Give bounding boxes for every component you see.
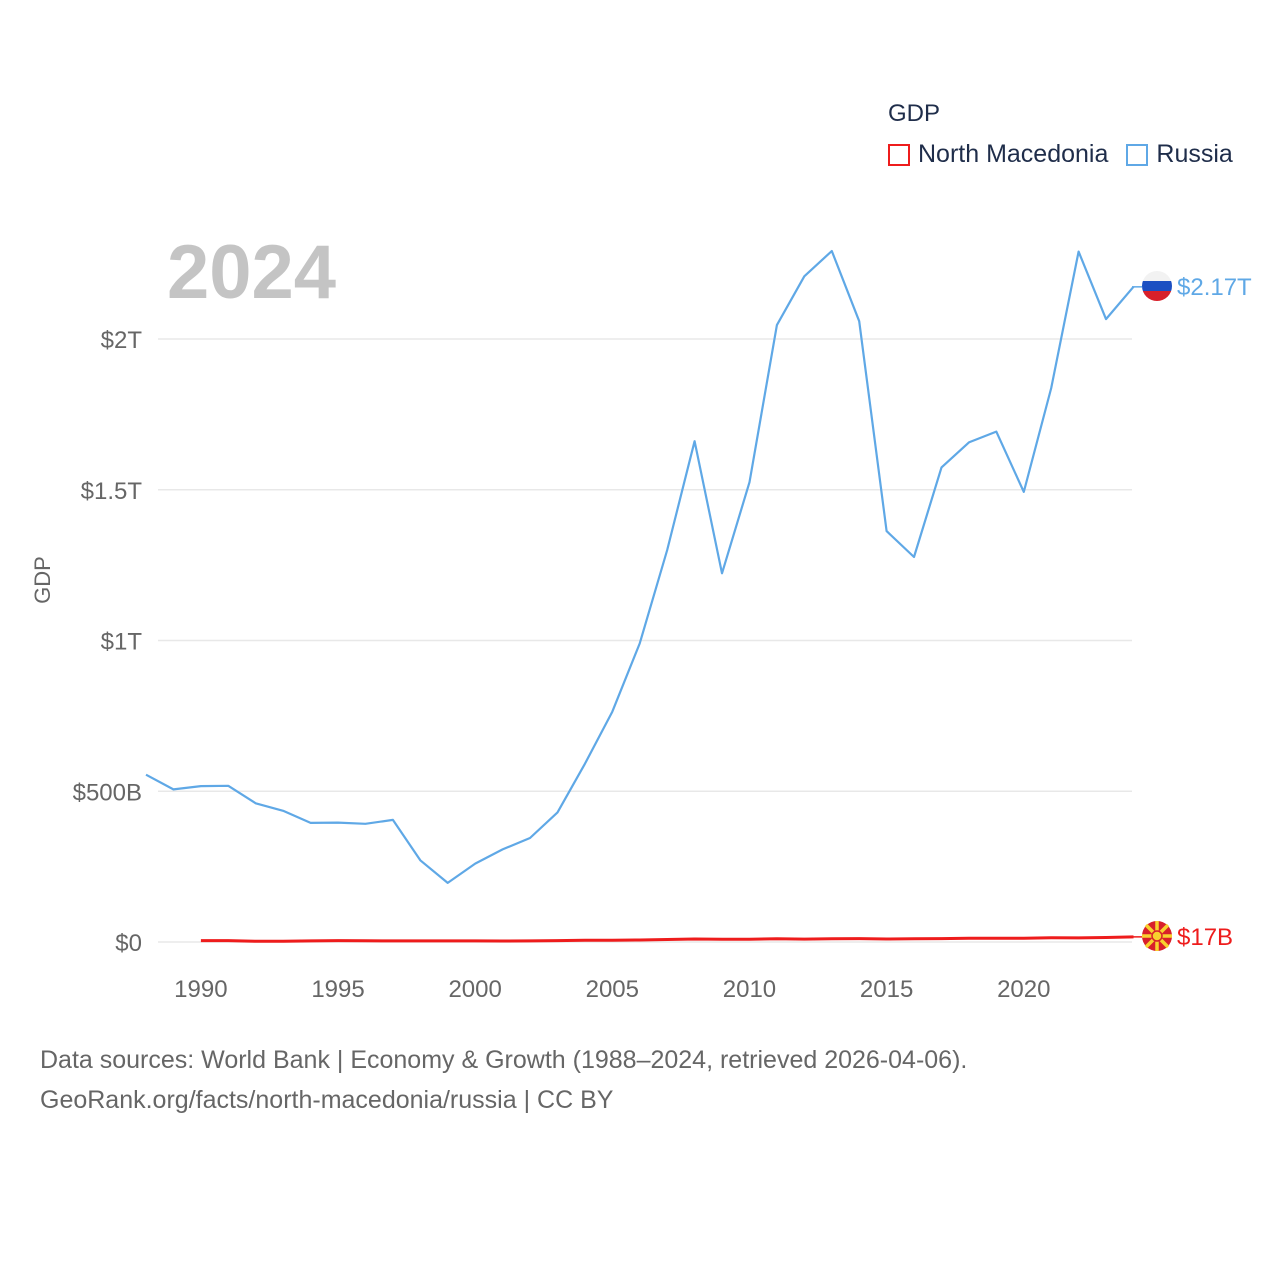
legend-swatch-russia [1126, 143, 1149, 166]
x-tick-label: 1995 [311, 976, 364, 1003]
y-axis-ticks: $0 $500B $1T $1.5T $2T [73, 327, 143, 957]
series-end-labels: $2.17T $17B [1177, 274, 1252, 951]
end-label-north-macedonia: $17B [1177, 924, 1233, 951]
legend-label-north-macedonia: North Macedonia [918, 140, 1109, 168]
x-tick-label: 2010 [723, 976, 776, 1003]
x-axis-ticks: 1990 1995 2000 2005 2010 2015 2020 [174, 976, 1050, 1003]
legend-items: North Macedonia Russia [888, 140, 1233, 169]
legend-label-russia: Russia [1156, 140, 1233, 168]
russia-flag-icon [1142, 271, 1172, 301]
y-tick-label: $1T [101, 629, 143, 656]
series-line-russia [145, 249, 1135, 885]
y-tick-label: $500B [73, 779, 142, 806]
legend-item-north-macedonia[interactable]: North Macedonia [888, 140, 1108, 169]
legend: GDP North Macedonia Russia [888, 100, 1233, 169]
source-line-2[interactable]: GeoRank.org/facts/north-macedonia/russia… [40, 1086, 614, 1114]
gridlines [158, 338, 1132, 943]
data-source-note: Data sources: World Bank | Economy & Gro… [40, 1040, 1240, 1120]
y-tick-label: $1.5T [81, 478, 143, 505]
x-tick-label: 2005 [586, 976, 639, 1003]
legend-item-russia[interactable]: Russia [1126, 140, 1233, 169]
x-tick-label: 1990 [174, 976, 227, 1003]
x-tick-label: 2000 [448, 976, 501, 1003]
source-line-1: Data sources: World Bank | Economy & Gro… [40, 1046, 968, 1074]
legend-swatch-north-macedonia [888, 143, 910, 166]
x-tick-label: 2020 [997, 976, 1050, 1003]
series-lines [145, 249, 1142, 943]
y-tick-label: $0 [115, 930, 142, 957]
x-tick-label: 2015 [860, 976, 913, 1003]
series-line-north-macedonia [200, 935, 1134, 943]
y-tick-label: $2T [101, 327, 143, 354]
legend-title: GDP [888, 100, 941, 127]
north-macedonia-flag-icon [1142, 921, 1172, 951]
end-label-russia: $2.17T [1177, 274, 1252, 301]
y-axis-label: GDP [30, 556, 55, 604]
year-watermark: 2024 [167, 230, 336, 315]
